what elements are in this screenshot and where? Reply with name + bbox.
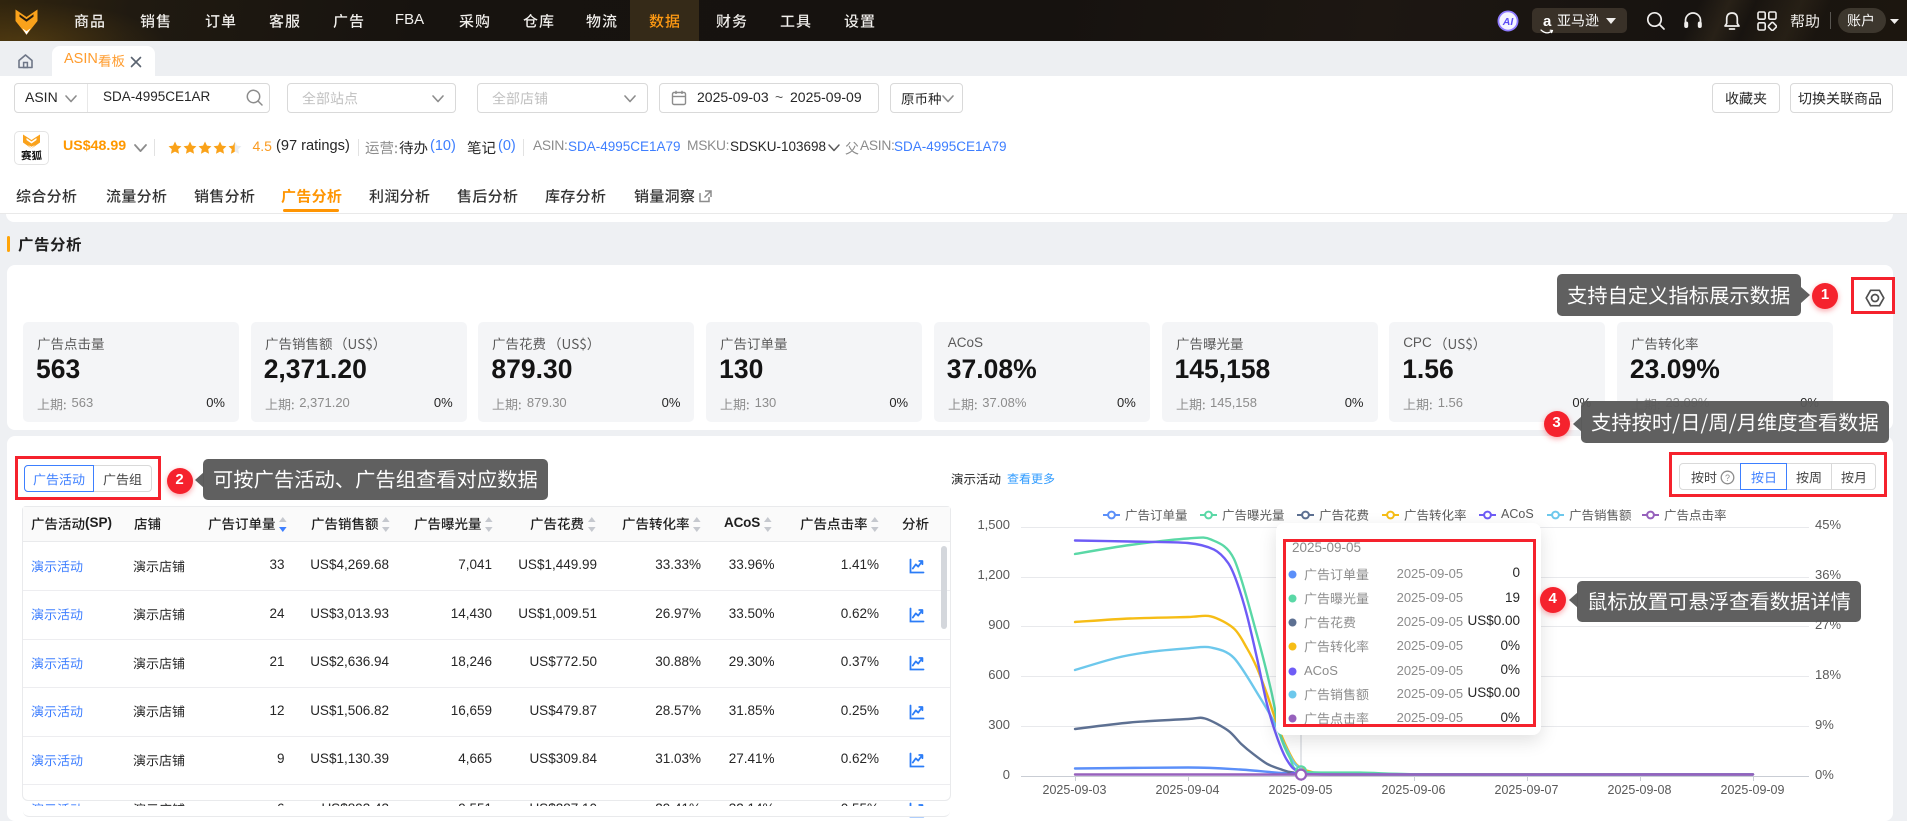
- svg-text:AI: AI: [1502, 16, 1515, 28]
- svg-text:?: ?: [1724, 473, 1729, 483]
- svg-text:a: a: [1543, 13, 1552, 30]
